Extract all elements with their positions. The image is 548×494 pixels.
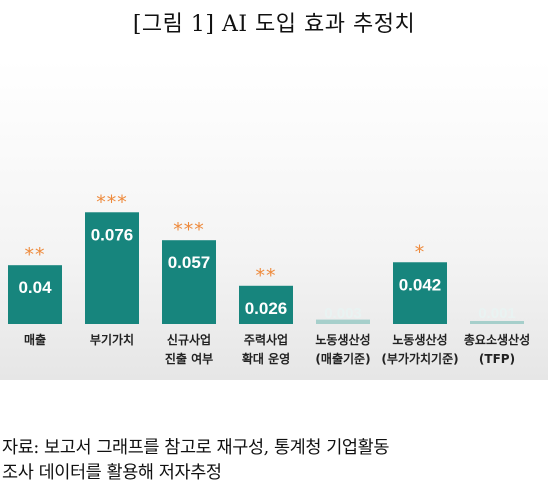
- category-label-6-0: 총요소생산성: [464, 332, 530, 347]
- bar-value-label-5: 0.042: [399, 275, 442, 294]
- significance-stars-1: ***: [96, 191, 128, 213]
- bar-6: [470, 321, 524, 324]
- category-label-2-0: 신규사업: [167, 332, 211, 347]
- bar-3: [239, 285, 293, 324]
- bar-value-label-2: 0.057: [168, 253, 211, 272]
- category-label-4-1: (매출기준): [315, 351, 370, 366]
- bar-value-label-1: 0.076: [91, 225, 134, 244]
- category-label-4-0: 노동생산성: [315, 332, 370, 347]
- bar-1: [85, 212, 139, 324]
- bar-2: [162, 240, 216, 324]
- bar-value-label-0: 0.04: [18, 278, 52, 297]
- category-label-1-0: 부기가치: [90, 332, 134, 347]
- significance-stars-2: ***: [173, 219, 205, 241]
- bar-value-label-3: 0.026: [245, 299, 288, 318]
- significance-stars-5: *: [415, 241, 426, 263]
- category-label-2-1: 진출 여부: [165, 351, 213, 366]
- chart-title: [그림 1] AI 도입 효과 추정치: [132, 12, 416, 37]
- category-label-3-0: 주력사업: [244, 332, 288, 347]
- bar-4: [316, 319, 370, 324]
- bar-0: [8, 265, 62, 324]
- category-label-5-0: 노동생산성: [392, 332, 447, 347]
- source-line-1: 자료: 보고서 그래프를 참고로 재구성, 통계청 기업활동: [2, 438, 390, 458]
- source-note: 자료: 보고서 그래프를 참고로 재구성, 통계청 기업활동 조사 데이터를 활…: [2, 436, 548, 486]
- category-label-3-1: 확대 운영: [242, 351, 290, 366]
- category-label-0-0: 매출: [24, 332, 46, 347]
- significance-stars-3: **: [256, 265, 277, 287]
- significance-stars-0: **: [25, 244, 46, 266]
- category-label-6-1: (TFP): [479, 352, 515, 366]
- source-line-2: 조사 데이터를 활용해 저자추정: [2, 463, 222, 483]
- bar-5: [393, 262, 447, 324]
- bar-value-label-4: 0.003: [324, 305, 362, 322]
- category-label-5-1: (부가가치기준): [381, 351, 458, 366]
- bar-value-label-6: 0.001: [478, 305, 516, 322]
